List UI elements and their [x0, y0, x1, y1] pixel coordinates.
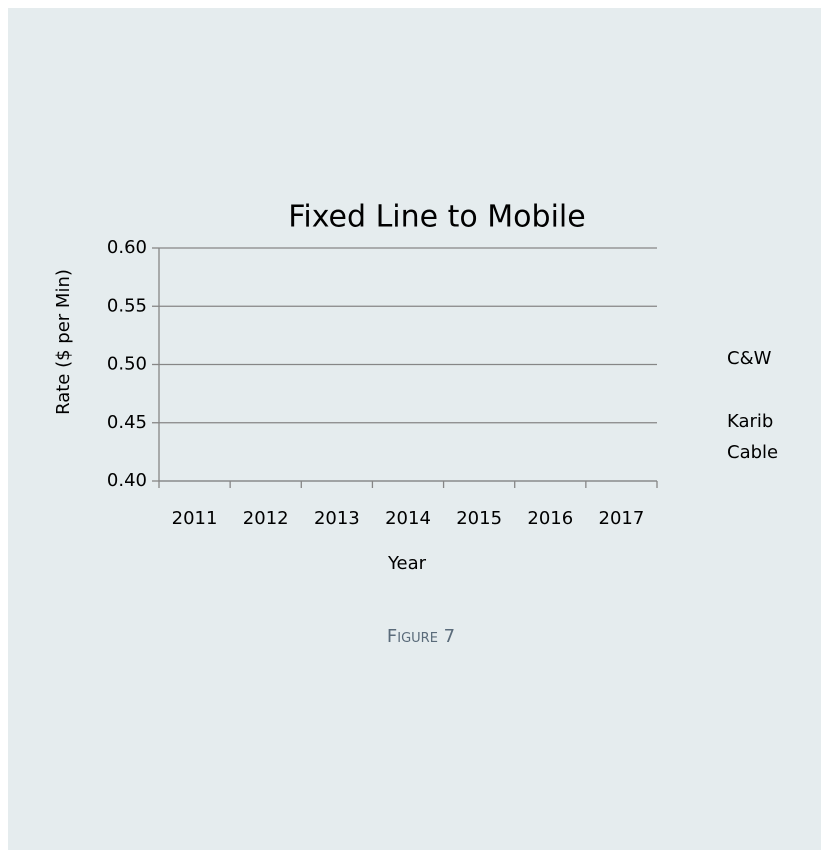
y-tick-label: 0.55 — [107, 295, 147, 316]
legend-label: C&W — [727, 348, 772, 369]
y-tick-label: 0.60 — [107, 237, 147, 258]
chart-title: Fixed Line to Mobile — [288, 200, 585, 235]
x-tick-label: 2013 — [314, 508, 360, 529]
x-tick-label: 2017 — [599, 508, 645, 529]
background — [8, 8, 821, 850]
x-tick-label: 2014 — [385, 508, 431, 529]
figure-caption: Figure 7 — [387, 626, 455, 647]
x-axis-label: Year — [387, 553, 427, 574]
x-tick-label: 2012 — [243, 508, 289, 529]
x-tick-label: 2011 — [172, 508, 218, 529]
x-tick-label: 2015 — [456, 508, 502, 529]
y-axis-label: Rate ($ per Min) — [53, 269, 74, 415]
x-tick-label: 2016 — [527, 508, 573, 529]
y-tick-label: 0.40 — [107, 470, 147, 491]
y-tick-label: 0.50 — [107, 354, 147, 375]
legend-label: Karib Cable — [727, 411, 778, 463]
y-tick-label: 0.45 — [107, 412, 147, 433]
